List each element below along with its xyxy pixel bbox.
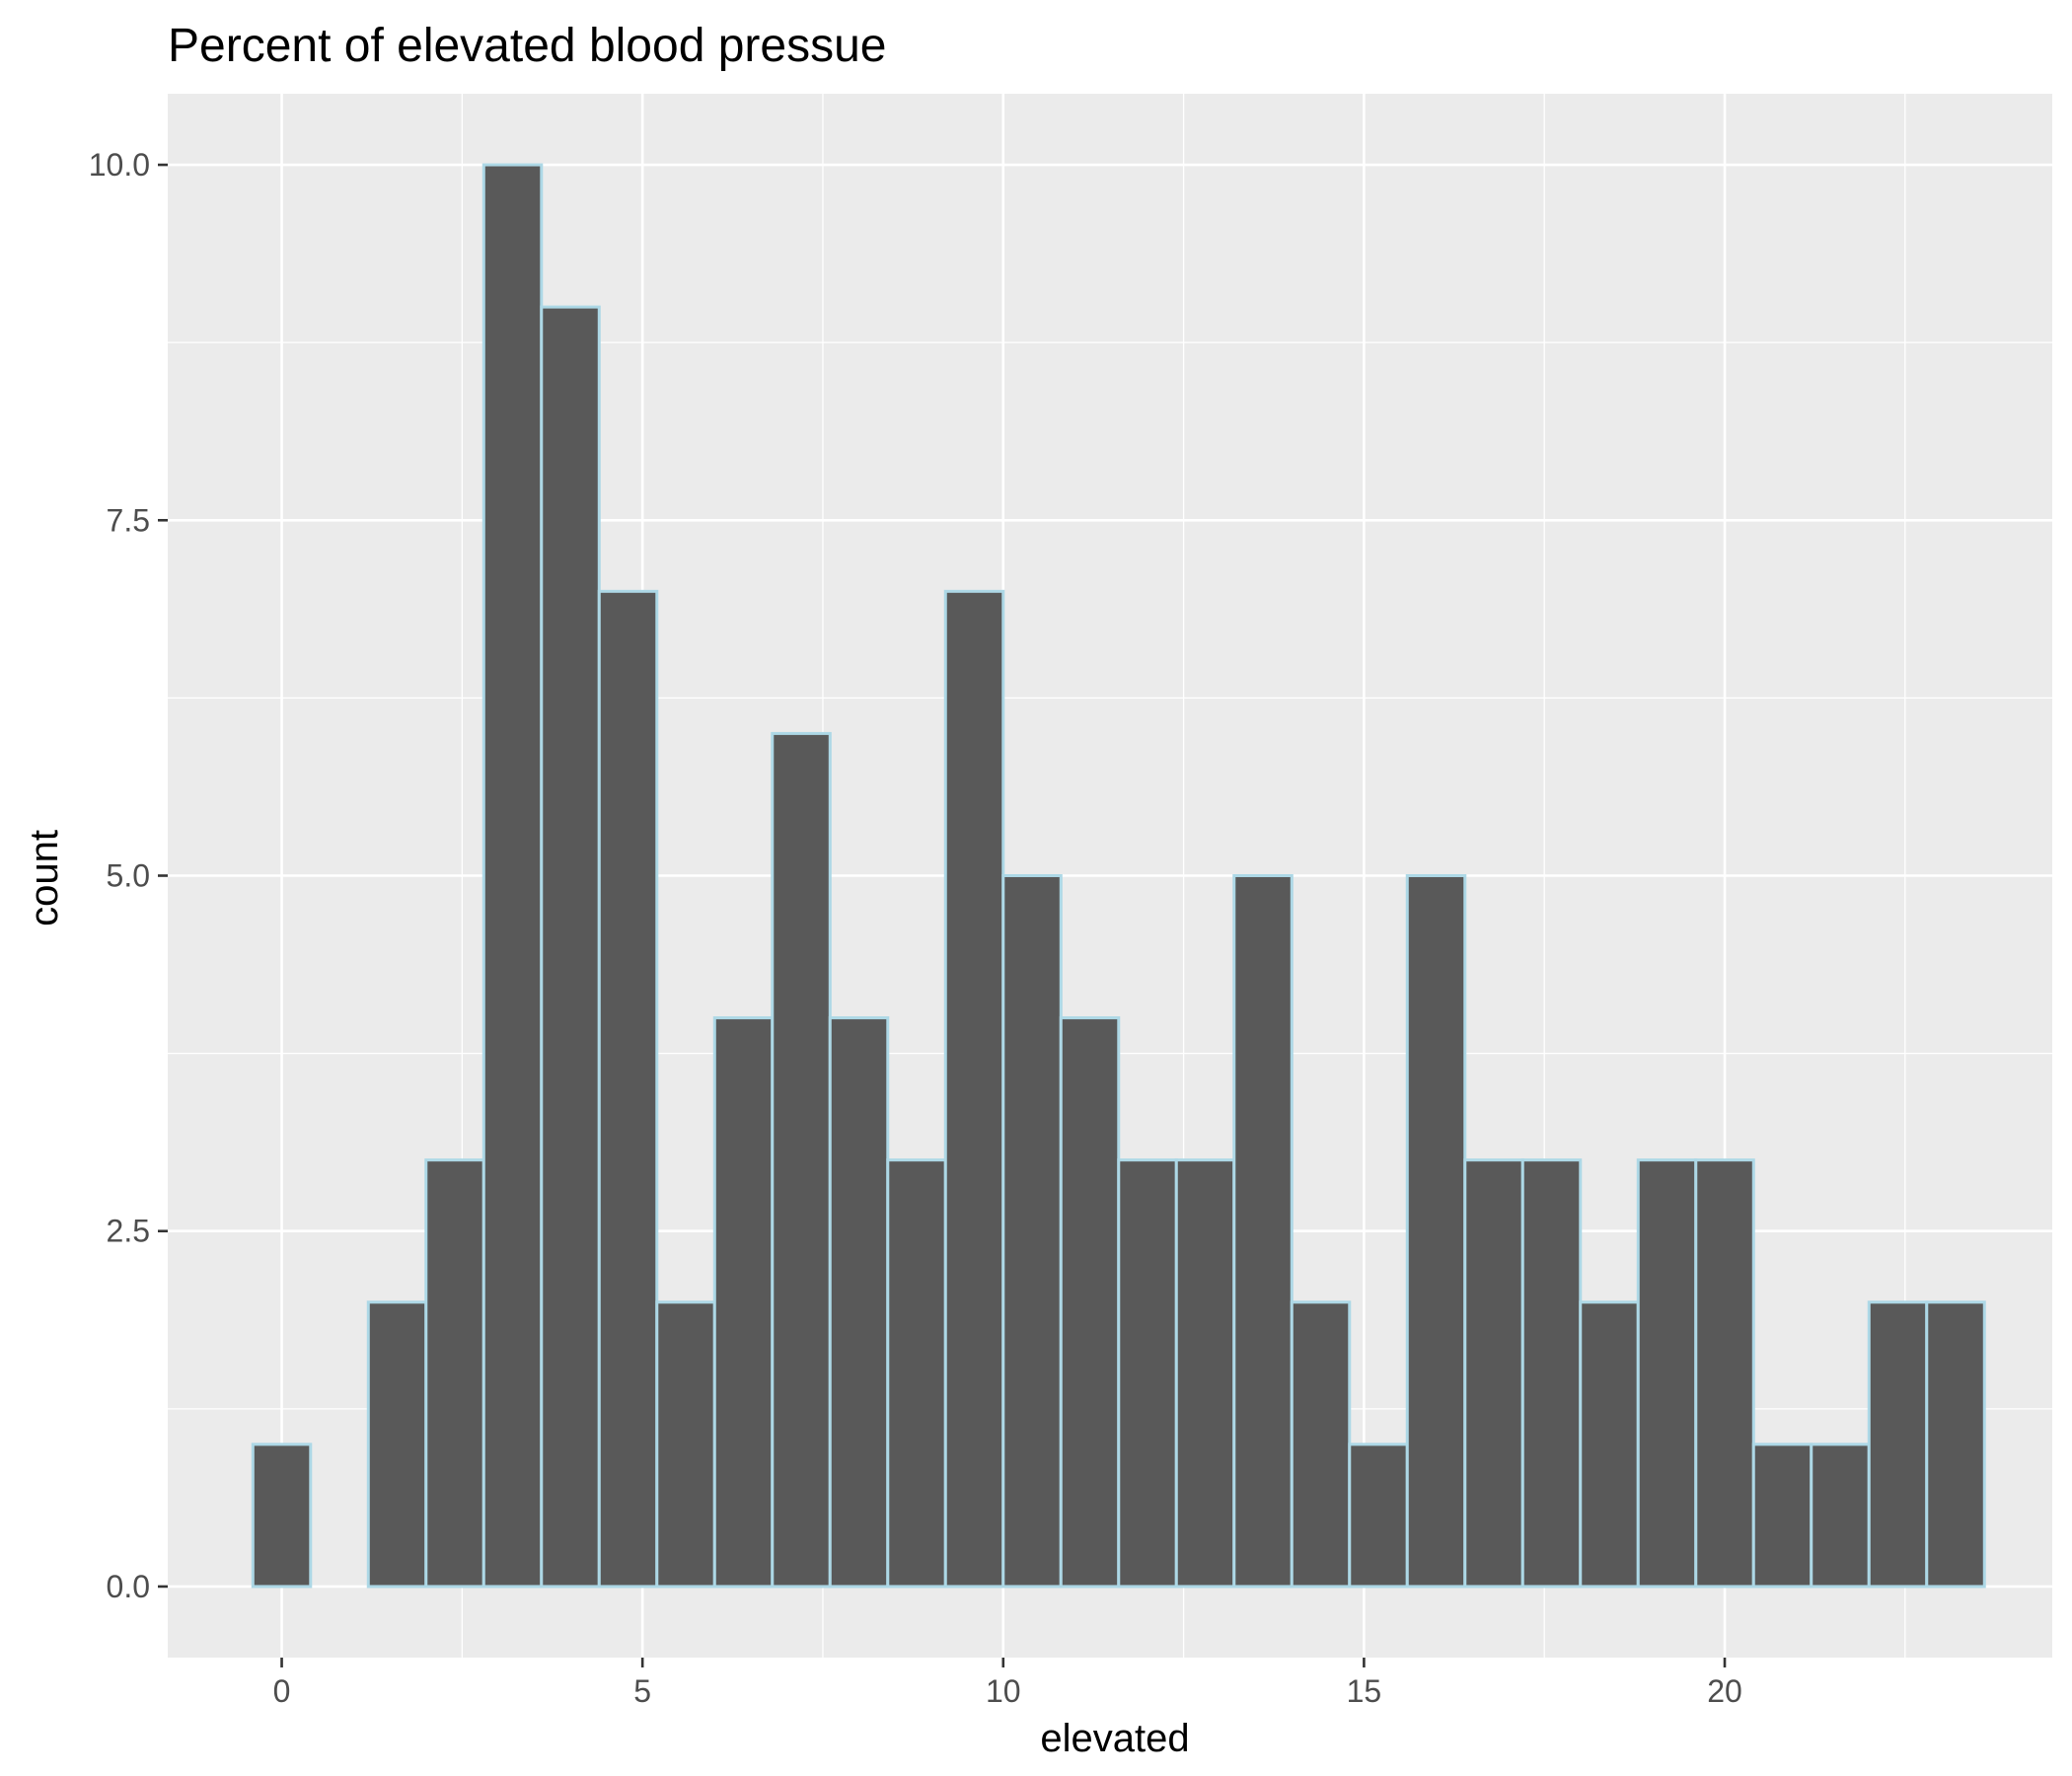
x-tick-label: 5 [633,1673,651,1709]
histogram-bar [712,1016,775,1589]
histogram-bar [886,1158,947,1589]
histogram-bar [597,589,659,1589]
y-tick-label: 10.0 [89,147,150,183]
histogram-bar [1925,1300,1986,1589]
bars [251,163,1986,1589]
y-tick-label: 5.0 [107,858,150,894]
histogram-bar [1117,1158,1178,1589]
histogram-bar [366,1300,428,1589]
histogram-bar [1348,1443,1409,1589]
x-axis-label: elevated [1040,1717,1189,1760]
histogram-bar [424,1158,485,1589]
histogram-bar [1810,1443,1871,1589]
histogram-bar [1520,1158,1583,1589]
histogram-bar [1867,1300,1929,1589]
histogram-bar [655,1300,716,1589]
histogram-bar [481,163,544,1589]
histogram-bar [828,1016,890,1589]
histogram-bar [771,731,832,1589]
x-tick-label: 0 [273,1673,291,1709]
histogram-bar [1232,874,1294,1589]
histogram-bar [1463,1158,1524,1589]
histogram-bar [251,1443,313,1589]
histogram-bar [1059,1016,1121,1589]
histogram-bar [943,589,1005,1589]
x-tick-label: 15 [1347,1673,1382,1709]
chart-title: Percent of elevated blood pressue [168,20,886,72]
x-axis: 0 5 10 15 20 [273,1658,1742,1709]
y-axis-label: count [23,830,66,926]
x-tick-label: 20 [1707,1673,1742,1709]
histogram-bar [1290,1300,1352,1589]
y-axis: 0.0 2.5 5.0 7.5 10.0 [89,147,168,1604]
y-tick-label: 0.0 [107,1569,150,1604]
histogram-bar [1001,874,1063,1589]
histogram-bar [1579,1300,1640,1589]
x-tick-label: 10 [986,1673,1021,1709]
histogram-bar [1751,1443,1813,1589]
histogram-bar [1405,874,1467,1589]
y-tick-label: 2.5 [107,1214,150,1249]
histogram-bar [1694,1158,1755,1589]
y-tick-label: 7.5 [107,502,150,538]
histogram-bar [1174,1158,1236,1589]
histogram-bar [1636,1158,1698,1589]
histogram-bar [540,305,601,1589]
